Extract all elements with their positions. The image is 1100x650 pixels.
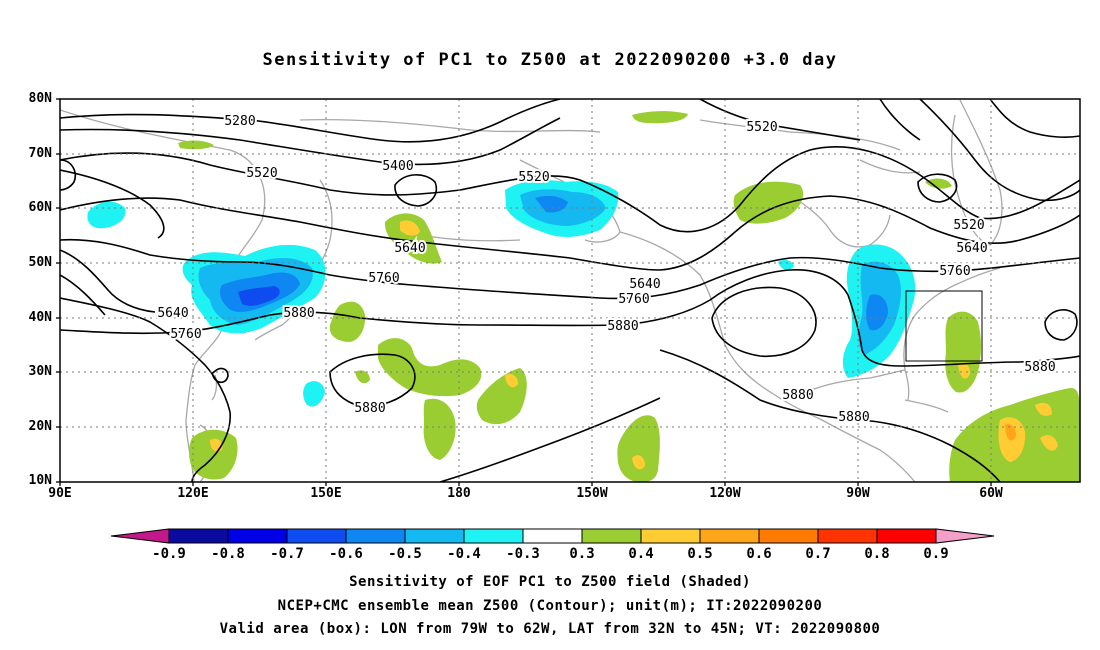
colorbar-segment	[345, 528, 406, 544]
colorbar-segment	[227, 528, 288, 544]
contour-label: 5520	[518, 170, 549, 185]
lat-label: 10N	[28, 473, 52, 488]
footer-line-shading: Sensitivity of EOF PC1 to Z500 field (Sh…	[349, 574, 751, 590]
contour-label: 5640	[629, 277, 660, 292]
colorbar-label: 0.8	[864, 546, 890, 562]
colorbar-segment	[463, 528, 524, 544]
colorbar-segment	[640, 528, 701, 544]
colorbar-label: -0.7	[270, 546, 304, 562]
contour-labels: 5280 5400 5520 5520 5520 5520 5640 5640 5640 5640…	[155, 112, 1057, 427]
colorbar-segment	[758, 528, 819, 544]
lon-label: 60W	[979, 486, 1003, 501]
colorbar-segment	[168, 528, 229, 544]
colorbar-label: -0.8	[211, 546, 245, 562]
map-frame	[59, 98, 1081, 483]
z500-contours	[60, 99, 1080, 482]
map-title: Sensitivity of PC1 to Z500 at 2022090200…	[262, 50, 838, 70]
lat-label: 40N	[28, 310, 52, 325]
valid-area-box	[905, 290, 983, 362]
axis-ticks	[56, 98, 992, 486]
lat-label: 60N	[28, 200, 52, 215]
colorbar-label: -0.6	[329, 546, 363, 562]
contour-label: 5880	[607, 319, 638, 334]
contour-label: 5880	[838, 410, 869, 425]
contour-label: 5880	[354, 401, 385, 416]
colorbar-label: -0.9	[152, 546, 186, 562]
gridlines	[60, 99, 1080, 482]
contour-label: 5880	[1024, 360, 1055, 375]
colorbar-label: 0.5	[687, 546, 713, 562]
colorbar-label: 0.3	[569, 546, 595, 562]
lat-label: 70N	[28, 146, 52, 161]
colorbar-segment	[404, 528, 465, 544]
contour-label: 5760	[618, 292, 649, 307]
contour-label: 5280	[224, 114, 255, 129]
lon-label: 120W	[709, 486, 741, 501]
colorbar-segment	[286, 528, 347, 544]
colorbar-label: -0.3	[506, 546, 540, 562]
contour-label: 5760	[368, 271, 399, 286]
colorbar-segment	[817, 528, 878, 544]
shaded-regions	[87, 111, 1080, 482]
contour-label: 5880	[782, 388, 813, 403]
colorbar-high-end	[935, 528, 995, 544]
lat-label: 20N	[28, 419, 52, 434]
contour-label: 5640	[394, 241, 425, 256]
contour-label: 5640	[956, 241, 987, 256]
footer-line-contour: NCEP+CMC ensemble mean Z500 (Contour); u…	[277, 598, 823, 614]
lat-label: 80N	[28, 91, 52, 106]
colorbar-label: 0.4	[628, 546, 654, 562]
contour-label: 5520	[746, 120, 777, 135]
lon-label: 120E	[177, 486, 209, 501]
contour-label: 5640	[157, 306, 188, 321]
lon-label: 150E	[310, 486, 342, 501]
lon-label: 90E	[48, 486, 72, 501]
colorbar-segment	[581, 528, 642, 544]
contour-label: 5400	[382, 159, 413, 174]
colorbar-low-end	[110, 528, 170, 544]
footer-line-valid-area: Valid area (box): LON from 79W to 62W, L…	[219, 621, 881, 637]
colorbar-label: 0.9	[923, 546, 949, 562]
lat-label: 50N	[28, 255, 52, 270]
lon-label: 150W	[576, 486, 608, 501]
colorbar-label: -0.4	[447, 546, 481, 562]
contour-label: 5520	[246, 166, 277, 181]
lon-label: 180	[447, 486, 471, 501]
colorbar-segment	[699, 528, 760, 544]
lon-label: 90W	[846, 486, 870, 501]
colorbar-label: 0.6	[746, 546, 772, 562]
lat-label: 30N	[28, 364, 52, 379]
colorbar-label: 0.7	[805, 546, 831, 562]
colorbar-segment	[876, 528, 937, 544]
colorbar	[110, 528, 995, 544]
contour-label: 5880	[283, 306, 314, 321]
colorbar-label: -0.5	[388, 546, 422, 562]
colorbar-segment	[522, 528, 583, 544]
contour-label: 5760	[170, 327, 201, 342]
negative-sensitivity-regions	[87, 180, 916, 407]
contour-label: 5520	[953, 218, 984, 233]
contour-label: 5760	[939, 264, 970, 279]
